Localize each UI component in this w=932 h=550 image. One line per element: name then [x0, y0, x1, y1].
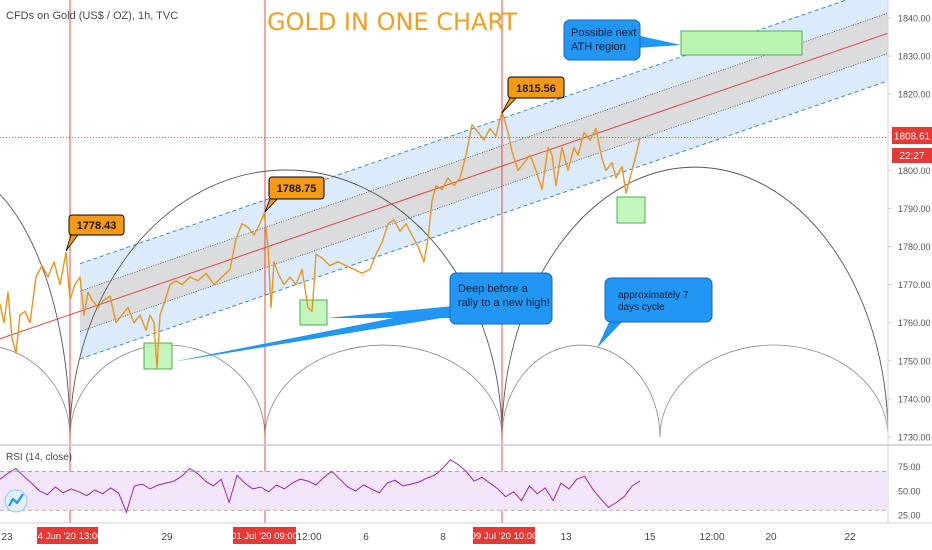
rsi-tick-label: 75.00 [898, 462, 921, 472]
callout-label-3: 1815.56 [516, 83, 556, 95]
rsi-pane: RSI (14, close) 25.00 50.00 75.00 [0, 452, 921, 521]
countdown-label: 22:27 [899, 151, 924, 162]
price-tick-label: 1780.00 [898, 242, 931, 252]
time-tick-label: 13 [560, 532, 572, 543]
time-tick-label: 12:00 [699, 532, 724, 543]
price-tick-label: 1800.00 [898, 166, 931, 176]
last-price-badge: 1808.61 22:27 [892, 127, 932, 163]
svg-text:1808.61: 1808.61 [894, 132, 931, 143]
note-pointer [636, 35, 681, 48]
cycle-date-label: 24 Jun '20 13:00 [33, 531, 103, 542]
cycle-arc-large [0, 193, 71, 438]
cycle-arc-small [0, 346, 71, 438]
price-tick-label: 1770.00 [898, 280, 931, 290]
cycle-date-label: 09 Jul '20 10:00 [471, 531, 538, 542]
callout-label-2: 1788.75 [277, 183, 317, 195]
time-axis[interactable]: 23 29 12:00 6 8 13 15 12:00 20 22 24 Jun '20 13:00… [1, 527, 856, 544]
time-tick-label: 12:00 [296, 532, 321, 543]
rsi-axis: 25.00 50.00 75.00 [898, 462, 921, 521]
note-pointer [597, 318, 622, 348]
symbol-label: CFDs on Gold (US$ / OZ), 1h, TVC [6, 10, 178, 22]
price-tick-label: 1840.00 [898, 14, 931, 24]
time-tick-label: 15 [644, 532, 656, 543]
price-line[interactable] [0, 110, 641, 370]
note-dip-text: Deep before a rally to a new high! [458, 283, 550, 309]
time-tick-label: 6 [363, 532, 369, 543]
price-tick-label: 1760.00 [898, 318, 931, 328]
price-tick-label: 1790.00 [898, 204, 931, 214]
note-pointer [327, 306, 454, 318]
price-callouts: 1778.43 1788.75 1815.56 [65, 76, 565, 252]
channel-lower-edge [79, 80, 888, 360]
rsi-tick-label: 25.00 [898, 511, 921, 521]
note-pointer [172, 306, 454, 362]
highlight-ath-region [680, 30, 803, 56]
price-tick-label: 1820.00 [898, 90, 931, 100]
note-cycle-text: approximately 7 days cycle [618, 290, 691, 313]
cycle-markers [69, 0, 503, 523]
time-tick-label: 8 [440, 532, 446, 543]
callout-label-1: 1778.43 [77, 220, 117, 232]
price-tick-label: 1830.00 [898, 52, 931, 62]
note-ath-text: Possible next ATH region [571, 27, 640, 53]
cycle-date-label: 01 Jul '20 09:00 [231, 531, 298, 542]
rsi-band [0, 471, 888, 511]
callout-box-1[interactable] [68, 214, 125, 236]
callout-box-2[interactable] [268, 176, 325, 200]
cycle-arc-small [264, 344, 503, 438]
cycle-date-badge [233, 527, 296, 544]
callout-box-3[interactable] [507, 76, 565, 99]
time-tick-label: 29 [161, 532, 173, 543]
cycle-arc-small [501, 344, 661, 438]
cycle-date-badge [473, 527, 535, 544]
cycle-date-badge [37, 527, 98, 544]
rsi-title: RSI (14, close) [6, 452, 72, 463]
note-cycle[interactable] [604, 277, 713, 323]
note-dip[interactable] [449, 272, 553, 325]
time-tick-label: 22 [844, 532, 856, 543]
time-tick-label: 23 [1, 532, 13, 543]
highlight-dip-3 [616, 196, 646, 224]
chart-title: GOLD IN ONE CHART [267, 8, 517, 36]
cycle-arc-small [659, 344, 888, 438]
rsi-line[interactable] [0, 459, 641, 514]
price-tick-label: 1740.00 [898, 394, 931, 404]
highlight-dip-2 [299, 299, 328, 326]
regression-channel[interactable] [0, 0, 888, 360]
note-ath[interactable] [563, 19, 641, 61]
time-tick-label: 20 [765, 532, 777, 543]
rsi-tick-label: 50.00 [898, 486, 921, 496]
channel-upper-edge [79, 0, 848, 265]
notes: Possible next ATH region Deep before a r… [172, 19, 713, 362]
price-tick-label: 1730.00 [898, 433, 931, 443]
price-tick-label: 1750.00 [898, 356, 931, 366]
tradingview-logo-icon[interactable] [4, 489, 28, 513]
